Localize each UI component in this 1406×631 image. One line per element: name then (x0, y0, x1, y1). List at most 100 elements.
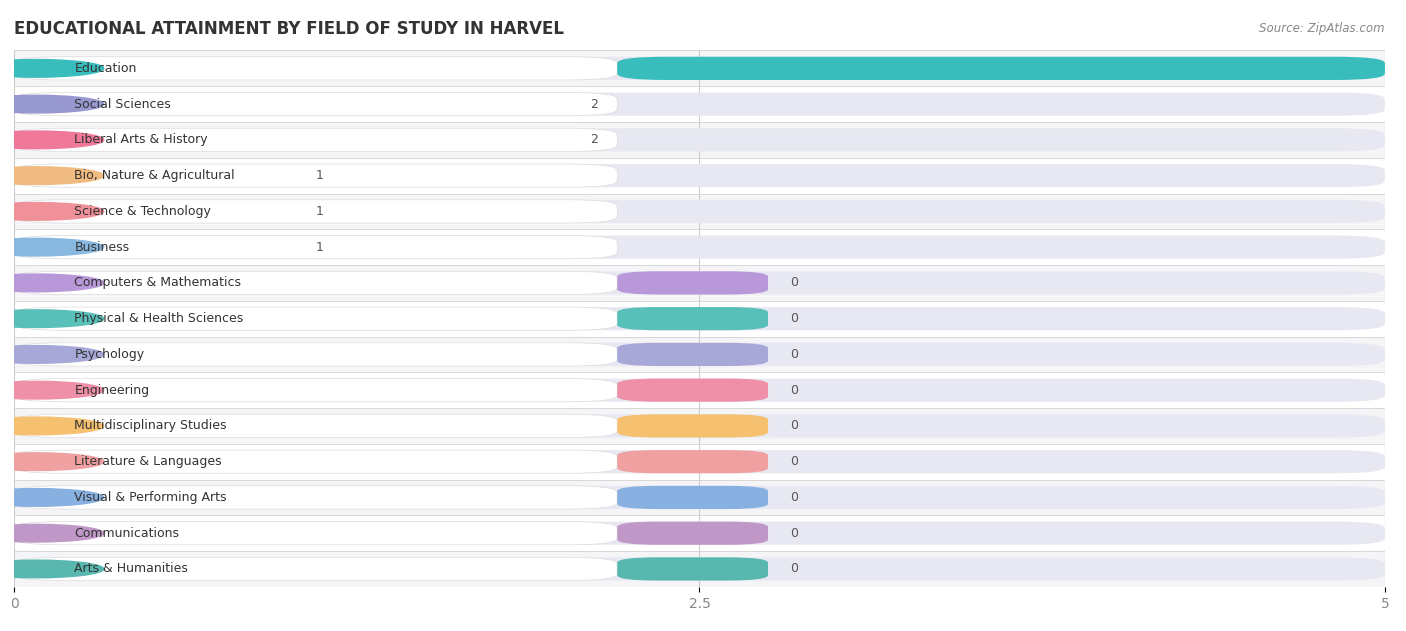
FancyBboxPatch shape (617, 522, 768, 545)
FancyBboxPatch shape (14, 271, 1385, 295)
FancyBboxPatch shape (617, 557, 768, 581)
Circle shape (0, 560, 104, 578)
Circle shape (0, 453, 104, 471)
FancyBboxPatch shape (14, 486, 617, 509)
Bar (14, 551, 1385, 587)
Text: Computers & Mathematics: Computers & Mathematics (75, 276, 242, 290)
Text: 0: 0 (790, 312, 799, 325)
Bar (14, 229, 1385, 265)
Bar (14, 122, 1385, 158)
Text: Science & Technology: Science & Technology (75, 205, 211, 218)
Text: Business: Business (75, 240, 129, 254)
Bar (14, 86, 1385, 122)
Circle shape (0, 203, 104, 220)
Text: Source: ZipAtlas.com: Source: ZipAtlas.com (1260, 22, 1385, 35)
Text: 0: 0 (790, 562, 799, 575)
FancyBboxPatch shape (14, 522, 1385, 545)
Text: Engineering: Engineering (75, 384, 149, 397)
FancyBboxPatch shape (14, 343, 1385, 366)
Text: Psychology: Psychology (75, 348, 145, 361)
FancyBboxPatch shape (617, 450, 768, 473)
FancyBboxPatch shape (14, 557, 1385, 581)
Text: 1: 1 (316, 169, 323, 182)
FancyBboxPatch shape (617, 307, 768, 330)
Text: 0: 0 (790, 491, 799, 504)
Text: Liberal Arts & History: Liberal Arts & History (75, 133, 208, 146)
FancyBboxPatch shape (14, 415, 1385, 437)
FancyBboxPatch shape (617, 415, 768, 437)
Text: Visual & Performing Arts: Visual & Performing Arts (75, 491, 226, 504)
Circle shape (0, 239, 104, 256)
FancyBboxPatch shape (14, 93, 617, 115)
Text: Bio, Nature & Agricultural: Bio, Nature & Agricultural (75, 169, 235, 182)
Bar (14, 194, 1385, 229)
FancyBboxPatch shape (617, 486, 768, 509)
FancyBboxPatch shape (14, 57, 617, 80)
Text: EDUCATIONAL ATTAINMENT BY FIELD OF STUDY IN HARVEL: EDUCATIONAL ATTAINMENT BY FIELD OF STUDY… (14, 20, 564, 38)
FancyBboxPatch shape (14, 164, 1385, 187)
FancyBboxPatch shape (14, 235, 617, 259)
FancyBboxPatch shape (14, 128, 617, 151)
Circle shape (0, 417, 104, 435)
Circle shape (0, 524, 104, 542)
Bar (14, 408, 1385, 444)
Text: Communications: Communications (75, 527, 180, 540)
Bar (14, 480, 1385, 516)
FancyBboxPatch shape (14, 450, 617, 473)
Text: 1: 1 (316, 240, 323, 254)
Circle shape (0, 59, 104, 77)
FancyBboxPatch shape (14, 415, 617, 437)
FancyBboxPatch shape (14, 57, 1385, 80)
Circle shape (0, 346, 104, 363)
Text: Social Sciences: Social Sciences (75, 98, 172, 110)
FancyBboxPatch shape (14, 557, 617, 581)
FancyBboxPatch shape (14, 271, 617, 295)
Bar (14, 301, 1385, 336)
FancyBboxPatch shape (617, 271, 768, 295)
FancyBboxPatch shape (14, 522, 617, 545)
Text: 0: 0 (790, 276, 799, 290)
Bar (14, 516, 1385, 551)
FancyBboxPatch shape (617, 57, 1385, 80)
Text: 0: 0 (790, 455, 799, 468)
FancyBboxPatch shape (14, 164, 617, 187)
FancyBboxPatch shape (14, 379, 1385, 402)
Text: 2: 2 (591, 133, 598, 146)
FancyBboxPatch shape (14, 200, 1385, 223)
Bar (14, 50, 1385, 86)
Bar (14, 372, 1385, 408)
FancyBboxPatch shape (617, 343, 768, 366)
FancyBboxPatch shape (14, 343, 617, 366)
FancyBboxPatch shape (14, 307, 1385, 330)
FancyBboxPatch shape (14, 450, 1385, 473)
Circle shape (0, 488, 104, 506)
Text: Multidisciplinary Studies: Multidisciplinary Studies (75, 420, 226, 432)
Text: 0: 0 (790, 527, 799, 540)
Text: 0: 0 (790, 384, 799, 397)
Text: 1: 1 (316, 205, 323, 218)
FancyBboxPatch shape (14, 379, 617, 402)
Circle shape (0, 167, 104, 184)
FancyBboxPatch shape (14, 128, 1385, 151)
Bar (14, 158, 1385, 194)
Circle shape (0, 310, 104, 327)
Text: Education: Education (75, 62, 136, 75)
Bar (14, 265, 1385, 301)
Bar (14, 444, 1385, 480)
Bar (14, 336, 1385, 372)
FancyBboxPatch shape (14, 200, 617, 223)
Text: 0: 0 (790, 420, 799, 432)
FancyBboxPatch shape (14, 486, 1385, 509)
Circle shape (0, 131, 104, 149)
Text: Arts & Humanities: Arts & Humanities (75, 562, 188, 575)
Text: 0: 0 (790, 348, 799, 361)
Text: Literature & Languages: Literature & Languages (75, 455, 222, 468)
Text: 2: 2 (591, 98, 598, 110)
FancyBboxPatch shape (14, 307, 617, 330)
Circle shape (0, 274, 104, 292)
FancyBboxPatch shape (14, 93, 1385, 115)
FancyBboxPatch shape (14, 235, 1385, 259)
Circle shape (0, 95, 104, 113)
FancyBboxPatch shape (617, 379, 768, 402)
Text: Physical & Health Sciences: Physical & Health Sciences (75, 312, 243, 325)
